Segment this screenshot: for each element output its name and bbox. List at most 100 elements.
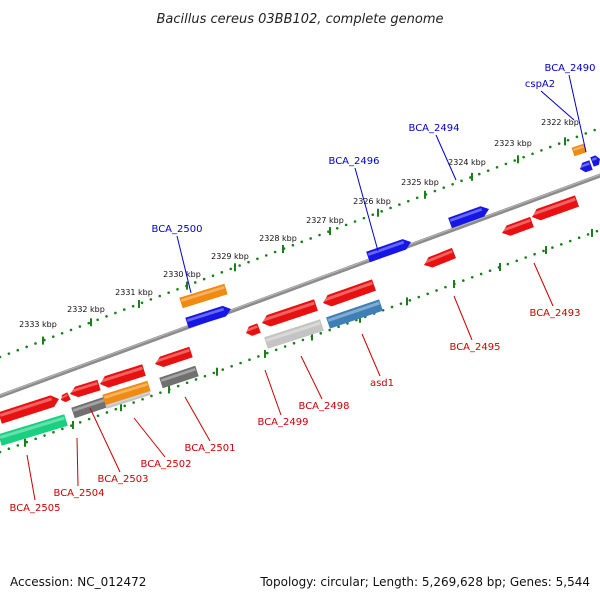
ring-dot <box>194 378 198 381</box>
gene-highlight <box>261 301 315 322</box>
ruler-dot <box>25 345 28 349</box>
gene-highlight <box>186 307 225 322</box>
label-leader-line <box>533 262 554 307</box>
gene-arrow <box>246 323 261 336</box>
gene-label-cspa2[interactable]: cspA2 <box>525 79 555 90</box>
ring-dot <box>132 401 135 404</box>
ruler-dot <box>531 152 534 156</box>
gene-highlight <box>423 250 453 264</box>
gene-label-bca-2505[interactable]: BCA_2505 <box>10 503 61 514</box>
ring-dot <box>435 289 438 292</box>
ring-dot <box>426 292 429 296</box>
ruler-dot <box>256 257 259 261</box>
gene-arrow <box>448 206 489 229</box>
ruler-dot <box>131 304 135 308</box>
ring-dot <box>61 427 64 431</box>
accession-text: Accession: NC_012472 <box>10 575 146 589</box>
ruler-dot <box>264 254 268 257</box>
map-title: Bacillus cereus 03BB102, complete genome <box>156 12 443 27</box>
gene-arrow <box>590 155 600 167</box>
gene-arrow <box>264 319 324 349</box>
gene-arrow <box>102 380 151 406</box>
gene-arrow <box>580 160 593 173</box>
kbp-label: 2331 kbp <box>115 288 153 297</box>
label-leader-line <box>184 396 211 442</box>
ring-dot <box>176 384 180 388</box>
ring-dot <box>34 437 37 441</box>
ring-dot <box>114 407 118 411</box>
ruler-dot <box>451 182 454 186</box>
gene-arrow <box>502 216 534 236</box>
gene-label-bca-2502[interactable]: BCA_2502 <box>141 459 192 470</box>
gene-label-bca-2496[interactable]: BCA_2496 <box>329 156 380 167</box>
label-leader-line <box>176 235 192 294</box>
ruler-dot <box>566 138 570 142</box>
ruler-dot <box>584 132 588 135</box>
ruler-dot <box>273 250 277 254</box>
ruler-dot <box>309 237 312 240</box>
gene-label-bca-2503[interactable]: BCA_2503 <box>98 474 149 485</box>
ruler-dot <box>87 321 91 325</box>
gene-label-bca-2493[interactable]: BCA_2493 <box>530 308 581 319</box>
gene-label-asd1[interactable]: asd1 <box>370 378 394 389</box>
ring-dot <box>560 243 563 246</box>
gene-label-bca-2498[interactable]: BCA_2498 <box>299 401 350 412</box>
ruler-dot <box>300 240 304 244</box>
kbp-ruler <box>0 128 596 359</box>
ring-dot <box>399 302 403 305</box>
ruler-dot <box>220 271 224 274</box>
ruler-dot <box>433 189 437 193</box>
ring-dot <box>328 328 331 332</box>
ring-dot <box>595 229 599 233</box>
ruler-dot <box>513 159 517 162</box>
label-leader-line <box>453 295 473 341</box>
ruler-dot <box>140 301 144 305</box>
ring-dot <box>524 256 527 259</box>
ring-dot <box>408 299 412 302</box>
ruler-dot <box>69 328 73 332</box>
ruler-dot <box>193 281 197 284</box>
ring-dot <box>203 374 207 378</box>
gene-arrow <box>326 299 383 329</box>
gene-label-bca-2494[interactable]: BCA_2494 <box>409 123 460 134</box>
gene-label-bca-2500[interactable]: BCA_2500 <box>152 224 203 235</box>
ring-dot <box>96 414 100 418</box>
ring-dot <box>105 411 109 414</box>
ruler-dot <box>353 220 357 223</box>
gene-arrow <box>105 391 151 409</box>
ring-dot <box>123 404 127 408</box>
gene-label-bca-2490[interactable]: BCA_2490 <box>545 63 596 74</box>
kbp-labels: 2333 kbp 2332 kbp 2331 kbp 2330 kbp 2329… <box>19 118 579 329</box>
gene-label-bca-2504[interactable]: BCA_2504 <box>54 488 105 499</box>
ruler-dot <box>60 331 64 335</box>
gene-highlight <box>322 281 373 302</box>
ring-dot <box>417 295 421 299</box>
ring-dot <box>25 440 29 444</box>
gene-label-bca-2499[interactable]: BCA_2499 <box>258 417 309 428</box>
ring-dot <box>337 325 340 329</box>
gene-arrow <box>185 305 231 329</box>
gene-arrow <box>179 283 228 309</box>
ring-dot <box>301 338 305 342</box>
gene-highlight <box>579 162 590 168</box>
ruler-dot <box>362 216 366 220</box>
gene-arrow <box>571 143 587 157</box>
gene-highlight <box>501 218 531 232</box>
gene-highlight <box>449 208 483 222</box>
ruler-dot <box>335 226 339 230</box>
kbp-label: 2333 kbp <box>19 320 57 329</box>
gene-arrow <box>70 379 101 398</box>
gene-label-bca-2501[interactable]: BCA_2501 <box>185 443 236 454</box>
ring-dot <box>292 341 296 345</box>
gene-highlight <box>0 397 53 417</box>
ruler-dot <box>389 206 392 210</box>
ruler-dot <box>460 179 463 183</box>
label-leader-line <box>76 437 79 487</box>
label-leader-line <box>300 355 323 400</box>
ruler-dot <box>105 315 108 318</box>
gene-label-bca-2495[interactable]: BCA_2495 <box>450 342 501 353</box>
ruler-dot <box>415 196 419 200</box>
ruler-dot <box>0 355 2 359</box>
gene-arrow <box>155 346 193 368</box>
